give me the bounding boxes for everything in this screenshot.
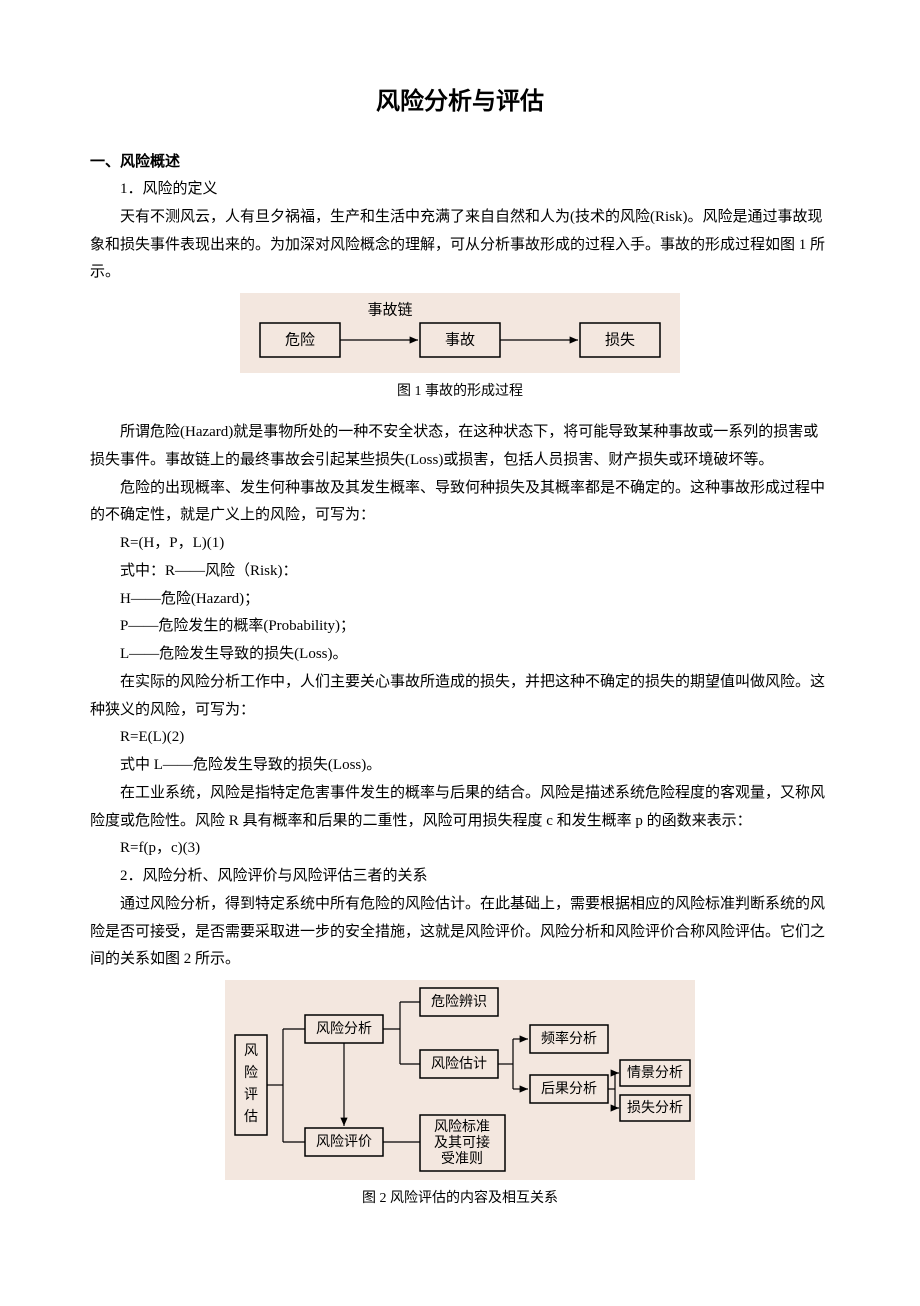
figure-2-svg: 风 险 评 估 风险分析 风险评价 危险辨识 风险估计 风险标准 及其可接 受准… [225, 980, 695, 1180]
paragraph-uncertain: 危险的出现概率、发生何种事故及其发生概率、导致何种损失及其概率都是不确定的。这种… [90, 475, 830, 531]
subheading-1-1: 1．风险的定义 [90, 176, 830, 204]
fig1-label-danger: 危险 [285, 332, 315, 349]
fig2-label-standard-l3: 受准则 [441, 1151, 483, 1167]
figure-1: 危险 事故 损失 事故链 [90, 293, 830, 373]
fig2-label-evaluate: 风险评价 [316, 1134, 372, 1150]
fig2-label-standard-l2: 及其可接 [434, 1134, 490, 1151]
def-l2: 式中 L——危险发生导致的损失(Loss)。 [90, 752, 830, 780]
fig2-root-l3: 评 [244, 1087, 258, 1103]
paragraph-industrial: 在工业系统，风险是指特定危害事件发生的概率与后果的结合。风险是描述系统危险程度的… [90, 780, 830, 836]
paragraph-narrow-risk: 在实际的风险分析工作中，人们主要关心事故所造成的损失，并把这种不确定的损失的期望… [90, 669, 830, 725]
def-h: H——危险(Hazard)； [90, 586, 830, 614]
figure-2-caption: 图 2 风险评估的内容及相互关系 [90, 1186, 830, 1212]
figure-1-caption: 图 1 事故的形成过程 [90, 379, 830, 405]
fig1-label-accident: 事故 [445, 332, 475, 349]
figure-2: 风 险 评 估 风险分析 风险评价 危险辨识 风险估计 风险标准 及其可接 受准… [90, 980, 830, 1180]
def-p: P——危险发生的概率(Probability)； [90, 613, 830, 641]
equation-2: R=E(L)(2) [90, 724, 830, 752]
fig1-chain-label: 事故链 [367, 302, 412, 319]
fig2-label-identify: 危险辨识 [431, 994, 487, 1010]
fig2-label-analysis: 风险分析 [316, 1021, 372, 1037]
equation-1: R=(H，P，L)(1) [90, 530, 830, 558]
subheading-1-2: 2．风险分析、风险评价与风险评估三者的关系 [90, 863, 830, 891]
section-1-heading: 一、风险概述 [90, 148, 830, 176]
fig2-label-estimate: 风险估计 [431, 1056, 487, 1072]
fig1-label-loss: 损失 [605, 332, 635, 349]
fig2-label-loss: 损失分析 [627, 1100, 683, 1116]
paragraph-relation: 通过风险分析，得到特定系统中所有危险的风险估计。在此基础上，需要根据相应的风险标… [90, 891, 830, 974]
fig2-label-scenario: 情景分析 [627, 1065, 683, 1081]
paragraph-intro: 天有不测风云，人有旦夕祸福，生产和生活中充满了来自自然和人为(技术的风险(Ris… [90, 204, 830, 287]
fig2-root-l1: 风 [244, 1044, 258, 1059]
fig2-label-standard-l1: 风险标准 [434, 1119, 490, 1135]
equation-3: R=f(p，c)(3) [90, 835, 830, 863]
fig2-root-l4: 估 [244, 1109, 258, 1125]
def-r: 式中：R——风险（Risk)： [90, 558, 830, 586]
def-l: L——危险发生导致的损失(Loss)。 [90, 641, 830, 669]
document-title: 风险分析与评估 [90, 80, 830, 124]
figure-1-svg: 危险 事故 损失 事故链 [240, 293, 680, 373]
fig2-label-conseq: 后果分析 [541, 1081, 597, 1097]
paragraph-hazard: 所谓危险(Hazard)就是事物所处的一种不安全状态，在这种状态下，将可能导致某… [90, 419, 830, 475]
fig2-root-l2: 险 [244, 1065, 258, 1081]
fig2-label-freq: 频率分析 [541, 1030, 597, 1047]
